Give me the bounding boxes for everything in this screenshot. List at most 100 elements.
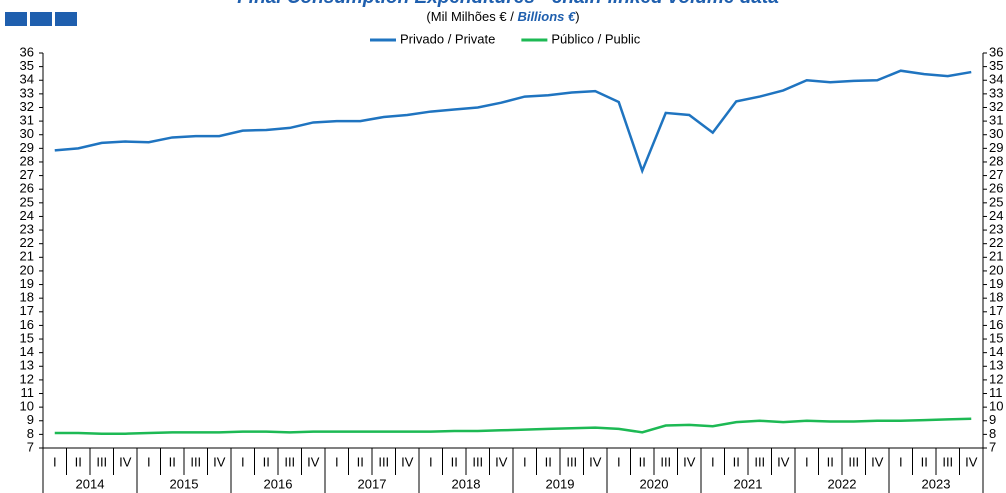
- y-tick-label: 7: [27, 439, 34, 454]
- y-tick-label: 35: [20, 58, 34, 73]
- y-tick-label: 11: [21, 385, 35, 400]
- x-tick-label: IV: [871, 454, 884, 469]
- y2-tick-label: 18: [989, 290, 1003, 305]
- y-tick-label: 17: [20, 303, 34, 318]
- x-tick-label: II: [75, 454, 82, 469]
- chart-subtitle: (Mil Milhões € / Billions €): [426, 9, 579, 24]
- y2-tick-label: 27: [989, 167, 1003, 182]
- y2-tick-label: 23: [989, 222, 1003, 237]
- y2-tick-label: 31: [989, 113, 1003, 128]
- y-tick-label: 22: [20, 235, 34, 250]
- x-tick-label: IV: [683, 454, 696, 469]
- y-tick-label: 13: [20, 358, 34, 373]
- y-tick-label: 36: [20, 44, 34, 59]
- y2-tick-label: 30: [989, 126, 1003, 141]
- logo-block: [55, 12, 77, 26]
- x-tick-label: III: [96, 454, 107, 469]
- y2-tick-label: 19: [989, 276, 1003, 291]
- year-label: 2021: [734, 476, 763, 491]
- legend-label: Privado / Private: [400, 31, 495, 46]
- y2-tick-label: 7: [989, 439, 996, 454]
- y2-tick-label: 26: [989, 181, 1003, 196]
- year-label: 2020: [640, 476, 669, 491]
- y-tick-label: 26: [20, 181, 34, 196]
- x-tick-label: III: [378, 454, 389, 469]
- y-tick-label: 34: [20, 72, 34, 87]
- x-tick-label: III: [942, 454, 953, 469]
- y2-tick-label: 35: [989, 58, 1003, 73]
- x-tick-label: II: [827, 454, 834, 469]
- x-tick-label: II: [263, 454, 270, 469]
- logo-block: [30, 12, 52, 26]
- y-tick-label: 10: [20, 399, 34, 414]
- y2-tick-label: 8: [989, 426, 996, 441]
- x-tick-label: III: [190, 454, 201, 469]
- x-tick-label: IV: [777, 454, 790, 469]
- y-tick-label: 15: [20, 330, 34, 345]
- y-tick-label: 21: [20, 249, 34, 264]
- x-tick-label: II: [639, 454, 646, 469]
- x-tick-label: III: [660, 454, 671, 469]
- x-tick-label: I: [53, 454, 57, 469]
- subtitle-part: Billions €: [517, 9, 576, 24]
- y2-tick-label: 25: [989, 194, 1003, 209]
- y2-tick-label: 13: [989, 358, 1003, 373]
- x-tick-label: III: [284, 454, 295, 469]
- x-tick-label: III: [566, 454, 577, 469]
- y2-tick-label: 9: [989, 412, 996, 427]
- legend-label: Público / Public: [551, 31, 640, 46]
- y-tick-label: 27: [20, 167, 34, 182]
- year-label: 2022: [828, 476, 857, 491]
- x-tick-label: IV: [495, 454, 508, 469]
- x-tick-label: II: [733, 454, 740, 469]
- x-tick-label: I: [899, 454, 903, 469]
- x-tick-label: IV: [401, 454, 414, 469]
- x-tick-label: I: [805, 454, 809, 469]
- x-tick-label: II: [451, 454, 458, 469]
- x-tick-label: II: [169, 454, 176, 469]
- y2-tick-label: 33: [989, 85, 1003, 100]
- y2-tick-label: 28: [989, 153, 1003, 168]
- y-tick-label: 32: [20, 99, 34, 114]
- x-tick-label: III: [848, 454, 859, 469]
- year-label: 2019: [546, 476, 575, 491]
- year-label: 2017: [358, 476, 387, 491]
- y2-tick-label: 11: [989, 385, 1003, 400]
- series-line: [54, 69, 972, 175]
- x-tick-label: II: [545, 454, 552, 469]
- x-tick-label: III: [472, 454, 483, 469]
- y-tick-label: 12: [20, 371, 34, 386]
- y-tick-label: 16: [20, 317, 34, 332]
- x-tick-label: I: [617, 454, 621, 469]
- y-tick-label: 8: [27, 426, 34, 441]
- year-label: 2018: [452, 476, 481, 491]
- y2-tick-label: 15: [989, 330, 1003, 345]
- x-tick-label: I: [429, 454, 433, 469]
- y-tick-label: 24: [20, 208, 34, 223]
- x-tick-label: IV: [213, 454, 226, 469]
- year-label: 2015: [170, 476, 199, 491]
- y-tick-label: 30: [20, 126, 34, 141]
- y-tick-label: 19: [20, 276, 34, 291]
- x-tick-label: I: [711, 454, 715, 469]
- y-tick-label: 31: [20, 113, 34, 128]
- y2-tick-label: 10: [989, 399, 1003, 414]
- x-tick-label: IV: [307, 454, 320, 469]
- y-tick-label: 29: [20, 140, 34, 155]
- y2-tick-label: 36: [989, 44, 1003, 59]
- y-tick-label: 23: [20, 222, 34, 237]
- year-label: 2014: [76, 476, 105, 491]
- x-tick-label: I: [523, 454, 527, 469]
- y-tick-label: 9: [27, 412, 34, 427]
- y-tick-label: 20: [20, 262, 34, 277]
- series-line: [54, 417, 972, 435]
- y2-tick-label: 34: [989, 72, 1003, 87]
- year-label: 2023: [922, 476, 951, 491]
- y-tick-label: 18: [20, 290, 34, 305]
- y2-tick-label: 29: [989, 140, 1003, 155]
- x-tick-label: IV: [119, 454, 132, 469]
- y2-tick-label: 14: [989, 344, 1003, 359]
- subtitle-part: ): [575, 9, 579, 24]
- x-tick-label: IV: [965, 454, 978, 469]
